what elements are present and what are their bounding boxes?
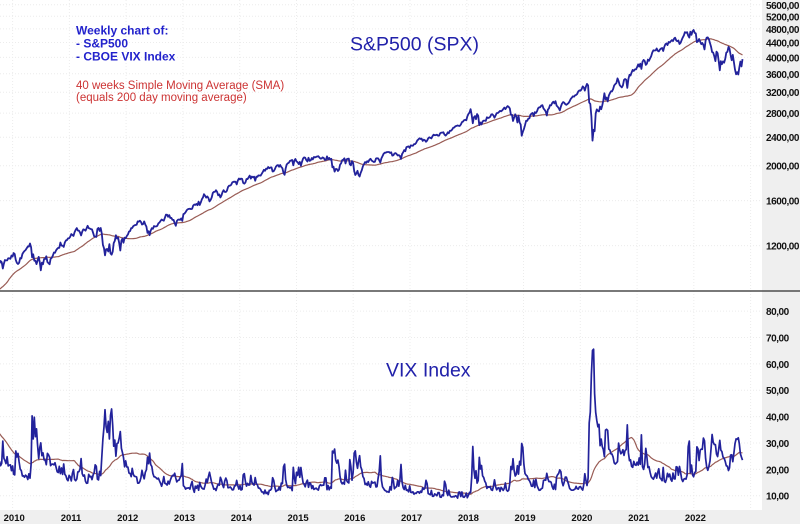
svg-text:60,00: 60,00 — [766, 360, 790, 371]
svg-text:2022: 2022 — [685, 513, 706, 524]
svg-text:- CBOE VIX Index: - CBOE VIX Index — [76, 50, 176, 64]
svg-text:5200,00: 5200,00 — [766, 12, 800, 23]
svg-text:1600,00: 1600,00 — [766, 197, 800, 208]
svg-text:2013: 2013 — [174, 513, 195, 524]
svg-text:2017: 2017 — [401, 513, 422, 524]
svg-text:80,00: 80,00 — [766, 307, 790, 318]
svg-text:2011: 2011 — [61, 513, 82, 524]
svg-text:(equals 200 day moving average: (equals 200 day moving average) — [76, 92, 247, 104]
svg-text:2400,00: 2400,00 — [766, 133, 800, 144]
svg-text:2000,00: 2000,00 — [766, 162, 800, 173]
svg-text:10,00: 10,00 — [766, 492, 790, 503]
svg-text:3200,00: 3200,00 — [766, 88, 800, 99]
svg-text:2015: 2015 — [288, 513, 310, 524]
svg-text:2021: 2021 — [628, 513, 650, 524]
svg-text:3600,00: 3600,00 — [766, 70, 800, 81]
svg-text:- S&P500: - S&P500 — [76, 37, 128, 51]
svg-text:2010: 2010 — [4, 513, 25, 524]
svg-text:70,00: 70,00 — [766, 334, 790, 345]
svg-text:4400,00: 4400,00 — [766, 39, 800, 50]
svg-text:2800,00: 2800,00 — [766, 109, 800, 120]
svg-text:2012: 2012 — [117, 513, 138, 524]
svg-text:40 weeks Simple Moving Average: 40 weeks Simple Moving Average (SMA) — [76, 80, 284, 92]
svg-text:2019: 2019 — [515, 513, 536, 524]
svg-text:2020: 2020 — [571, 513, 592, 524]
svg-text:2016: 2016 — [344, 513, 365, 524]
svg-text:VIX Index: VIX Index — [386, 359, 471, 381]
svg-text:40,00: 40,00 — [766, 413, 790, 424]
svg-text:2018: 2018 — [458, 513, 479, 524]
svg-text:50,00: 50,00 — [766, 386, 790, 397]
svg-text:4800,00: 4800,00 — [766, 25, 800, 36]
svg-text:Weekly chart of:: Weekly chart of: — [76, 24, 168, 38]
svg-text:1200,00: 1200,00 — [766, 242, 800, 253]
svg-text:5600,00: 5600,00 — [766, 1, 800, 12]
svg-text:20,00: 20,00 — [766, 465, 790, 476]
svg-text:S&P500 (SPX): S&P500 (SPX) — [350, 34, 479, 56]
svg-text:2014: 2014 — [231, 513, 253, 524]
svg-text:30,00: 30,00 — [766, 439, 790, 450]
svg-text:4000,00: 4000,00 — [766, 53, 800, 64]
